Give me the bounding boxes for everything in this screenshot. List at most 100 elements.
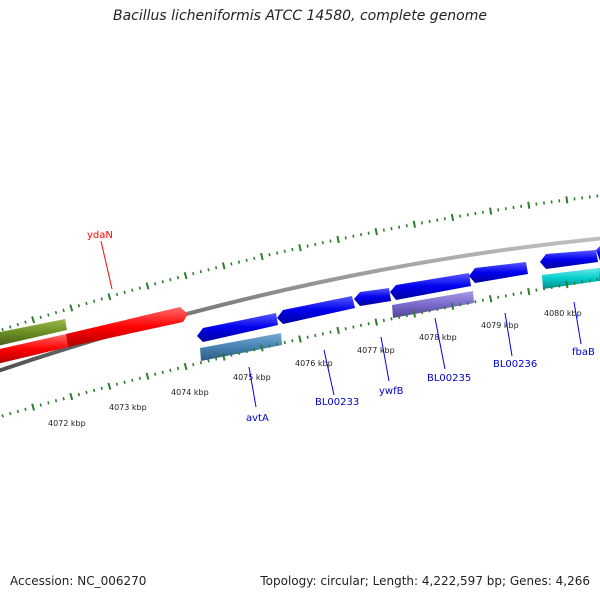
outer-minor-tick	[459, 214, 462, 218]
scale-major-tick	[336, 326, 340, 335]
gene-label-BL00235[interactable]: BL00235	[427, 373, 471, 384]
outer-minor-tick	[367, 231, 370, 235]
outer-minor-tick	[443, 217, 446, 221]
scale-minor-tick	[283, 340, 286, 345]
scale-minor-tick	[504, 294, 507, 298]
outer-major-tick	[221, 262, 226, 270]
gene-label-BL00236[interactable]: BL00236	[493, 359, 537, 370]
outer-minor-tick	[291, 247, 294, 252]
scale-minor-tick	[588, 279, 591, 283]
gene-label-BL00233[interactable]: BL00233	[315, 397, 359, 408]
outer-minor-tick	[237, 260, 241, 264]
scale-minor-tick	[39, 403, 42, 407]
gene-edge-arrow	[596, 246, 600, 261]
scale-minor-tick	[9, 411, 12, 416]
gene-label-fbaB[interactable]: fbaB	[572, 347, 595, 358]
outer-major-tick	[298, 244, 302, 252]
scale-minor-tick	[573, 281, 576, 285]
scale-label: 4074 kbp	[171, 388, 209, 397]
scale-minor-tick	[62, 396, 65, 401]
outer-tick-track	[1, 194, 599, 332]
scale-minor-tick	[16, 409, 20, 414]
scale-label: 4072 kbp	[48, 419, 86, 428]
scale-minor-tick	[359, 323, 363, 327]
scale-minor-tick	[176, 366, 180, 371]
scale-label: 4080 kbp	[544, 309, 582, 318]
outer-minor-tick	[115, 292, 119, 297]
scale-minor-tick	[558, 284, 561, 288]
scale-major-tick	[527, 287, 531, 296]
outer-minor-tick	[9, 325, 12, 329]
scale-minor-tick	[497, 295, 500, 299]
gene-red-arrow-1	[0, 334, 68, 364]
scale-minor-tick	[398, 315, 401, 319]
scale-minor-tick	[459, 303, 462, 307]
scale-minor-tick	[535, 288, 538, 292]
accession-text: Accession: NC_006270	[10, 574, 147, 588]
scale-minor-tick	[512, 292, 515, 297]
outer-major-tick	[69, 304, 74, 312]
scale-major-tick	[221, 353, 226, 361]
scale-minor-tick	[214, 357, 218, 361]
scale-minor-tick	[47, 401, 50, 405]
scale-minor-tick	[466, 301, 469, 305]
feature-boxes	[200, 267, 600, 361]
gene-BL00233-arrow	[277, 296, 355, 324]
outer-major-tick	[107, 293, 112, 301]
scale-minor-tick	[199, 361, 203, 365]
scale-minor-tick	[115, 382, 119, 386]
outer-minor-tick	[283, 249, 286, 253]
outer-minor-tick	[92, 299, 96, 303]
gene-BL00235-arrow	[390, 273, 471, 300]
scale-minor-tick	[207, 359, 210, 363]
scale-label: 4078 kbp	[419, 333, 457, 342]
outer-minor-tick	[321, 241, 324, 245]
outer-minor-tick	[16, 322, 20, 327]
gene-label-lines	[100, 240, 582, 408]
scale-major-tick	[145, 372, 150, 380]
outer-minor-tick	[276, 251, 279, 255]
scale-minor-tick	[245, 349, 248, 354]
outer-major-tick	[183, 272, 188, 280]
outer-minor-tick	[214, 266, 218, 270]
outer-minor-tick	[390, 226, 393, 231]
outer-minor-tick	[192, 272, 195, 276]
outer-minor-tick	[344, 236, 347, 240]
scale-minor-tick	[382, 318, 385, 323]
scale-major-tick	[565, 281, 569, 289]
gene-label-ydaN[interactable]: ydaN	[87, 230, 113, 241]
outer-minor-tick	[420, 221, 424, 225]
outer-major-tick	[527, 201, 531, 209]
outer-minor-tick	[62, 308, 65, 312]
outer-minor-tick	[138, 286, 142, 290]
scale-label: 4076 kbp	[295, 359, 333, 368]
scale-major-tick	[69, 392, 74, 401]
gene-ywfB-arrow	[354, 288, 391, 306]
gene-olive-arrow	[0, 319, 67, 346]
inner-ticks	[1, 277, 599, 418]
outer-minor-tick	[85, 301, 88, 306]
scale-label: 4077 kbp	[357, 346, 395, 355]
scale-major-tick	[31, 403, 36, 411]
inner-tick-track	[1, 277, 599, 418]
outer-major-tick	[31, 316, 36, 324]
outer-minor-tick	[436, 218, 439, 222]
scale-minor-tick	[54, 399, 58, 403]
outer-minor-tick	[253, 256, 256, 261]
outer-minor-tick	[405, 224, 408, 228]
gene-label-ywfB[interactable]: ywfB	[379, 386, 404, 397]
outer-minor-tick	[382, 228, 385, 232]
scale-minor-tick	[314, 333, 317, 338]
scale-minor-tick	[596, 277, 599, 281]
outer-minor-tick	[306, 244, 309, 248]
scale-minor-tick	[474, 300, 477, 304]
outer-minor-tick	[230, 262, 233, 266]
scale-minor-tick	[276, 342, 279, 346]
outer-minor-tick	[153, 282, 157, 286]
scale-minor-tick	[253, 348, 256, 352]
scale-major-tick	[183, 362, 188, 371]
outer-major-tick	[489, 207, 493, 215]
genome-stats-text: Topology: circular; Length: 4,222,597 bp…	[260, 574, 590, 588]
gene-label-avtA[interactable]: avtA	[246, 413, 269, 424]
